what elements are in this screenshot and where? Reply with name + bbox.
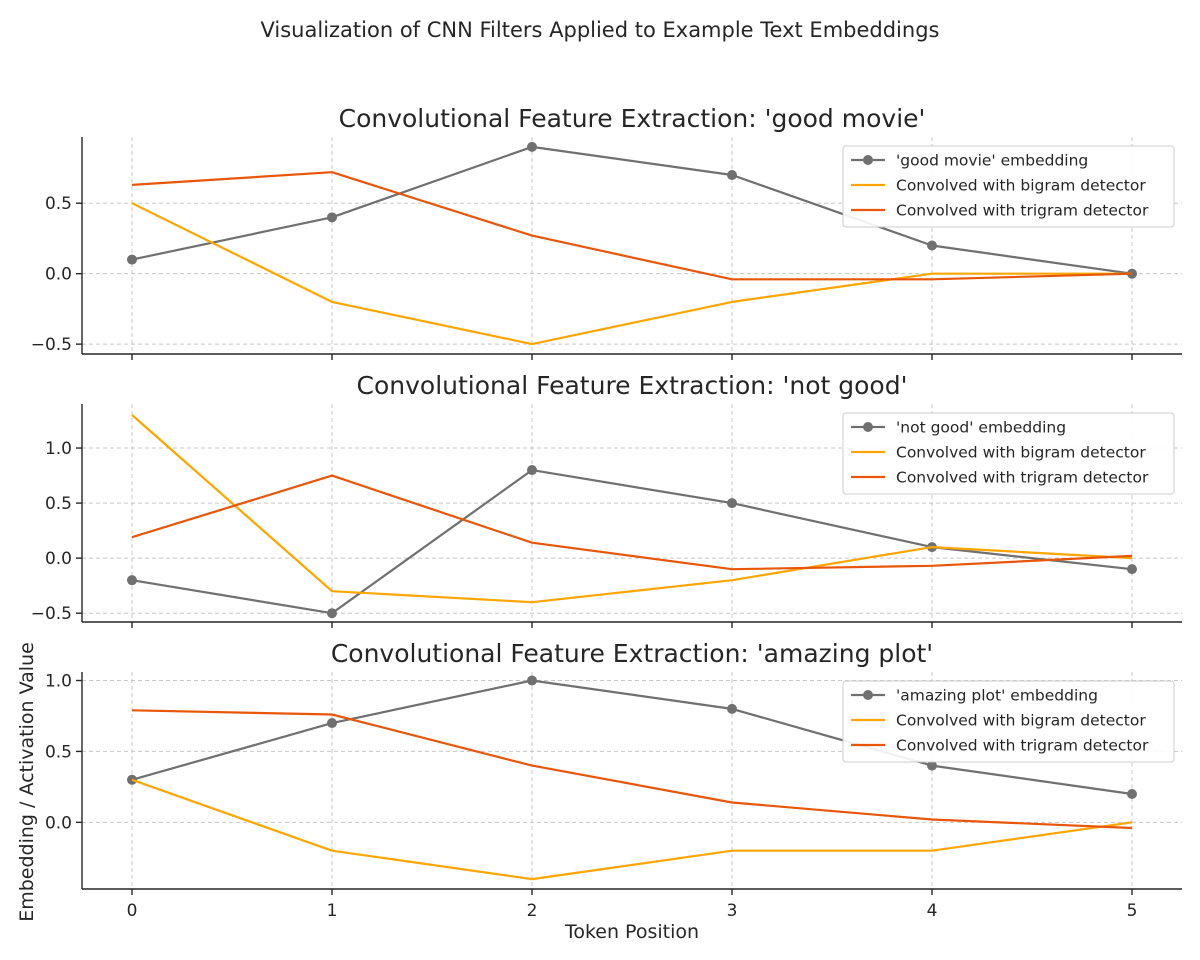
x-tick-label: 3: [727, 901, 738, 921]
legend: 'not good' embedding Convolved with bigra…: [842, 412, 1175, 495]
x-tick-label: 0: [127, 901, 138, 921]
series-line-3: [131, 171, 1133, 281]
legend-entry-label: Convolved with trigram detector: [896, 737, 1149, 755]
legend-entry-label: 'good movie' embedding: [896, 152, 1088, 170]
series-line-2: [131, 202, 1132, 346]
legend-entry-label: Convolved with trigram detector: [896, 469, 1149, 487]
data-point: [727, 498, 737, 509]
legend-entry-label: Convolved with bigram detector: [896, 712, 1146, 730]
data-point: [327, 718, 337, 729]
x-tick-label: 5: [1127, 901, 1138, 921]
series-line-1: [131, 469, 1133, 615]
data-point: [527, 141, 537, 152]
subplot-title: Convolutional Feature Extraction: 'amazi…: [331, 639, 933, 668]
data-point: [727, 703, 737, 714]
series-line-3: [131, 709, 1133, 830]
legend-marker: [863, 690, 873, 700]
x-tick-label: 1: [327, 901, 338, 921]
y-tick-label: 0.5: [45, 494, 72, 514]
series-line-1: [131, 679, 1133, 796]
y-tick-label: 0.5: [45, 194, 72, 214]
subplot-3: Convolutional Feature Extraction: 'amazi…: [45, 639, 1182, 921]
y-tick-label: 0.5: [45, 742, 72, 762]
legend-frame: [842, 680, 1175, 763]
data-point: [527, 465, 537, 476]
legend: 'good movie' embedding Convolved with big…: [842, 145, 1175, 228]
data-point: [127, 774, 137, 785]
data-point: [127, 254, 137, 265]
x-axis-label: Token Position: [564, 921, 699, 943]
y-tick-label: −0.5: [31, 335, 72, 355]
y-tick-label: 1.0: [45, 439, 72, 459]
data-point: [927, 240, 937, 251]
y-tick-label: 0.0: [45, 265, 72, 285]
legend-frame: [842, 145, 1175, 228]
y-tick-label: 0.0: [45, 549, 72, 569]
series-line-2: [131, 414, 1133, 604]
series-line-3: [131, 474, 1133, 571]
subplot-title: Convolutional Feature Extraction: 'not g…: [357, 371, 908, 400]
data-point: [927, 760, 937, 771]
y-axis-label: Embedding / Activation Value: [16, 642, 38, 922]
data-point: [327, 608, 337, 619]
y-tick-label: 1.0: [45, 672, 72, 692]
legend-entry-label: 'not good' embedding: [896, 419, 1066, 437]
y-tick-label: 0.0: [45, 813, 72, 833]
series-line-1: [131, 145, 1133, 275]
subplot-title: Convolutional Feature Extraction: 'good …: [339, 104, 926, 133]
legend-entry-label: Convolved with trigram detector: [896, 202, 1149, 220]
legend-marker: [863, 155, 873, 165]
y-tick-label: −0.5: [31, 604, 72, 624]
data-point: [1127, 564, 1137, 575]
data-point: [327, 212, 337, 223]
legend-entry-label: Convolved with bigram detector: [896, 177, 1146, 195]
legend-entry-label: Convolved with bigram detector: [896, 444, 1146, 462]
figure-suptitle: Visualization of CNN Filters Applied to …: [261, 18, 940, 42]
data-point: [1127, 788, 1137, 799]
legend-marker: [863, 422, 873, 432]
subplots: Convolutional Feature Extraction: 'good …: [31, 104, 1182, 921]
x-tick-label: 4: [927, 901, 938, 921]
subplot-1: Convolutional Feature Extraction: 'good …: [31, 104, 1182, 360]
data-point: [727, 170, 737, 181]
legend-entry-label: 'amazing plot' embedding: [896, 687, 1098, 705]
subplot-2: Convolutional Feature Extraction: 'not g…: [31, 371, 1182, 628]
data-point: [127, 575, 137, 586]
x-tick-label: 2: [527, 901, 538, 921]
legend: 'amazing plot' embedding Convolved with b…: [842, 680, 1175, 763]
series-line-2: [131, 778, 1133, 881]
legend-frame: [842, 412, 1175, 495]
data-point: [527, 675, 537, 686]
